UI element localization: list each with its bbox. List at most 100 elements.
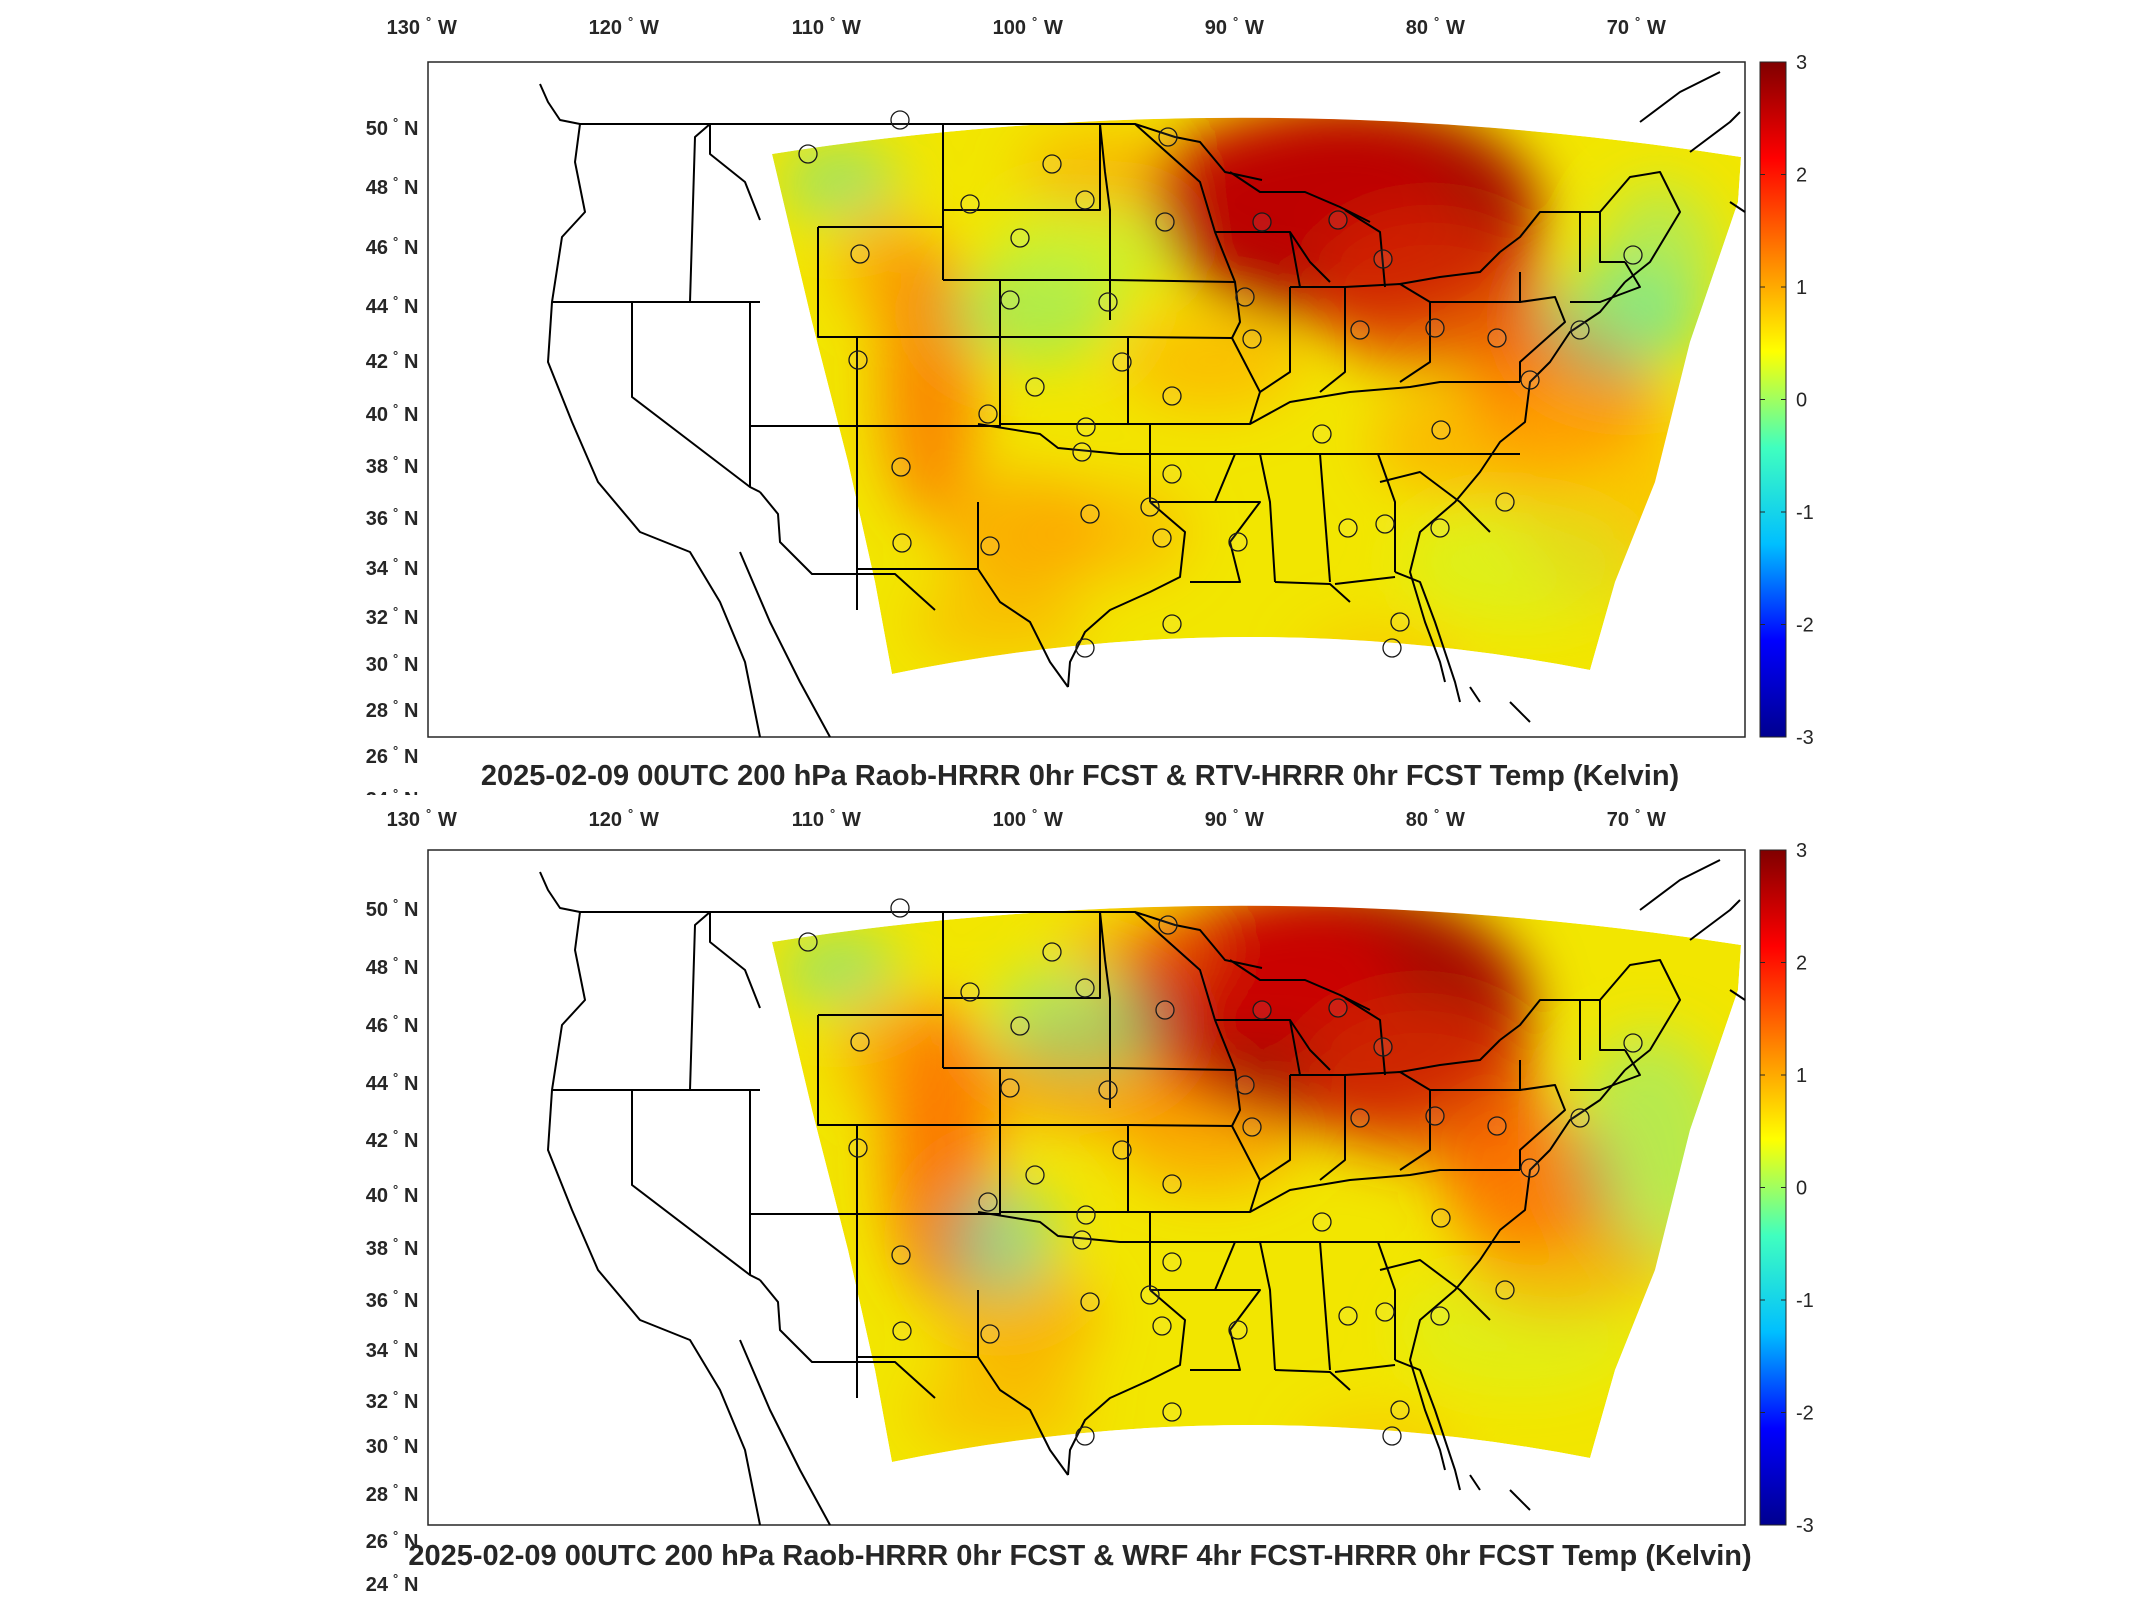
svg-text:°: ° <box>628 14 633 29</box>
svg-text:N: N <box>404 957 418 979</box>
svg-text:N: N <box>404 700 418 722</box>
lat-tick-label: 36 ° N <box>366 1287 419 1312</box>
svg-text:48: 48 <box>366 177 388 199</box>
lon-tick-label: 120 ° W <box>589 806 659 831</box>
svg-text:°: ° <box>393 1481 398 1496</box>
svg-text:30: 30 <box>366 654 388 676</box>
colorbar-tick-label: -2 <box>1796 1403 1814 1425</box>
station-marker <box>1010 1016 1030 1036</box>
station-marker <box>1025 377 1045 397</box>
station-marker <box>1431 1208 1451 1228</box>
svg-text:°: ° <box>393 348 398 363</box>
station-marker <box>1075 978 1095 998</box>
lat-tick-label: 32 ° N <box>366 1388 419 1413</box>
svg-text:N: N <box>404 1484 418 1506</box>
station-marker <box>1520 370 1540 390</box>
colorbar-tick-label: 2 <box>1796 165 1807 187</box>
svg-text:°: ° <box>1635 14 1640 29</box>
station-marker <box>978 1192 998 1212</box>
station-marker <box>1162 1252 1182 1272</box>
svg-text:46: 46 <box>366 237 388 259</box>
svg-text:°: ° <box>393 1388 398 1403</box>
svg-text:W: W <box>640 809 659 831</box>
svg-text:70: 70 <box>1607 17 1629 39</box>
station-marker <box>1382 1426 1402 1446</box>
station-marker <box>1312 1212 1332 1232</box>
svg-text:°: ° <box>1032 806 1037 821</box>
lon-tick-label: 80 ° W <box>1406 806 1465 831</box>
svg-text:N: N <box>404 607 418 629</box>
station-marker <box>1075 190 1095 210</box>
station-marker <box>1025 1165 1045 1185</box>
panel-title: 2025-02-09 00UTC 200 hPa Raob-HRRR 0hr F… <box>481 760 1679 792</box>
station-marker <box>1382 638 1402 658</box>
lon-tick-label: 120 ° W <box>589 14 659 39</box>
svg-text:°: ° <box>628 806 633 821</box>
lat-tick-label: 30 ° N <box>366 1433 419 1458</box>
svg-text:W: W <box>1647 809 1666 831</box>
lat-tick-label: 30 ° N <box>366 651 419 676</box>
station-marker <box>1152 528 1172 548</box>
station-marker <box>1228 532 1248 552</box>
station-marker <box>892 1321 912 1341</box>
station-marker <box>1162 1174 1182 1194</box>
svg-text:N: N <box>404 1130 418 1152</box>
svg-text:°: ° <box>393 651 398 666</box>
svg-text:°: ° <box>830 806 835 821</box>
station-marker <box>1570 320 1590 340</box>
svg-text:N: N <box>404 1391 418 1413</box>
svg-text:W: W <box>438 809 457 831</box>
station-marker <box>1155 212 1175 232</box>
station-marker <box>1375 1302 1395 1322</box>
station-marker <box>891 1245 911 1265</box>
station-marker <box>1000 1078 1020 1098</box>
lon-tick-label: 130 ° W <box>387 14 457 39</box>
station-marker <box>1252 212 1272 232</box>
svg-text:50: 50 <box>366 899 388 921</box>
lat-tick-label: 48 ° N <box>366 174 419 199</box>
station-marker <box>1140 1285 1160 1305</box>
station-marker <box>980 1324 1000 1344</box>
lat-tick-label: 44 ° N <box>366 1070 419 1095</box>
lon-tick-label: 100 ° W <box>993 14 1063 39</box>
lon-tick-label: 70 ° W <box>1607 806 1666 831</box>
lat-tick-label: 46 ° N <box>366 1012 419 1037</box>
lat-tick-label: 48 ° N <box>366 954 419 979</box>
station-marker <box>1328 210 1348 230</box>
station-marker <box>890 110 910 130</box>
station-marker <box>1623 245 1643 265</box>
svg-text:°: ° <box>830 14 835 29</box>
svg-text:°: ° <box>393 1012 398 1027</box>
station-marker <box>1375 514 1395 534</box>
svg-text:°: ° <box>393 1433 398 1448</box>
svg-text:28: 28 <box>366 700 388 722</box>
svg-text:30: 30 <box>366 1436 388 1458</box>
station-marker <box>1075 638 1095 658</box>
svg-text:120: 120 <box>589 17 622 39</box>
station-marker <box>1098 292 1118 312</box>
lat-tick-label: 24°N <box>366 1571 419 1596</box>
lat-tick-label: 28 ° N <box>366 1481 419 1506</box>
svg-text:N: N <box>404 1015 418 1037</box>
svg-text:28: 28 <box>366 1484 388 1506</box>
svg-text:W: W <box>1044 809 1063 831</box>
svg-text:°: ° <box>393 1127 398 1142</box>
lat-tick-label: 50 ° N <box>366 896 419 921</box>
station-marker <box>848 1138 868 1158</box>
svg-text:°: ° <box>1434 806 1439 821</box>
lon-tick-label: 80 ° W <box>1406 14 1465 39</box>
svg-text:42: 42 <box>366 351 388 373</box>
svg-text:50: 50 <box>366 118 388 140</box>
lon-tick-label: 70 ° W <box>1607 14 1666 39</box>
colorbar-tick-label: 1 <box>1796 1065 1807 1087</box>
svg-text:38: 38 <box>366 1238 388 1260</box>
svg-text:120: 120 <box>589 809 622 831</box>
lat-tick-label: 44 ° N <box>366 293 419 318</box>
station-marker <box>1080 504 1100 524</box>
svg-text:°: ° <box>393 1235 398 1250</box>
svg-text:42: 42 <box>366 1130 388 1152</box>
svg-text:N: N <box>404 654 418 676</box>
station-marker <box>1112 1140 1132 1160</box>
lat-tick-label: 24°N <box>366 786 419 811</box>
station-marker <box>1373 1037 1393 1057</box>
